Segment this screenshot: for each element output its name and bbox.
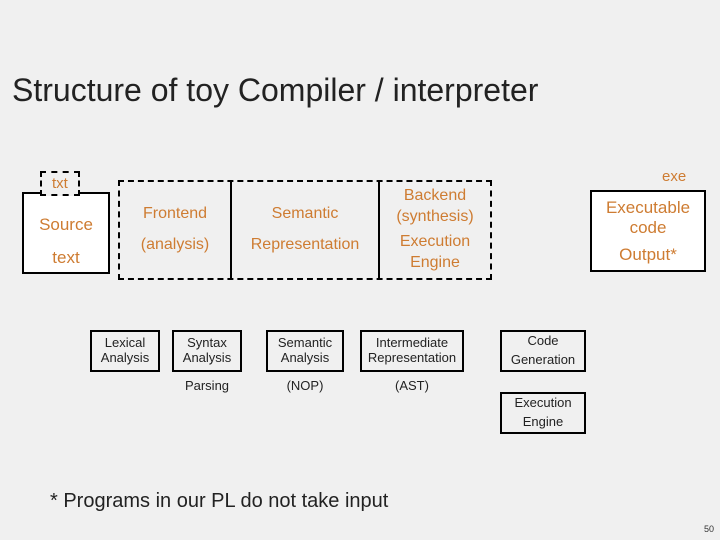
detail-syntax-l1: Syntax	[187, 336, 227, 351]
detail-ir-l2: Representation	[368, 351, 456, 366]
detail-ir-sub: (AST)	[360, 378, 464, 393]
source-line2: text	[24, 249, 108, 268]
detail-syntax: Syntax Analysis	[172, 330, 242, 372]
detail-codegen: Code Generation	[500, 330, 586, 372]
detail-ir-l1: Intermediate	[376, 336, 448, 351]
output-line2: Output*	[592, 245, 704, 265]
pipe-c3-bot: Execution Engine	[380, 232, 490, 274]
detail-lexical-l1: Lexical	[105, 336, 145, 351]
detail-exec-l2: Engine	[523, 415, 563, 430]
detail-semantic-sub: (NOP)	[266, 378, 344, 393]
pipe-c2-top: Semantic	[232, 204, 378, 225]
page-number: 50	[704, 524, 714, 534]
detail-semantic: Semantic Analysis	[266, 330, 344, 372]
exe-tag: exe	[662, 168, 686, 185]
detail-syntax-sub: Parsing	[172, 378, 242, 393]
footnote: * Programs in our PL do not take input	[50, 490, 388, 513]
output-box: Executable code Output*	[590, 190, 706, 272]
detail-semantic-l1: Semantic	[278, 336, 332, 351]
output-line1: Executable code	[592, 198, 704, 237]
pipe-c3-top: Backend (synthesis)	[380, 186, 490, 228]
pipe-c2-bot: Representation	[232, 235, 378, 256]
pipeline-container: Frontend (analysis) Semantic Representat…	[118, 180, 492, 280]
detail-codegen-l2: Generation	[511, 353, 575, 368]
slide-title: Structure of toy Compiler / interpreter	[12, 72, 538, 109]
detail-exec: Execution Engine	[500, 392, 586, 434]
detail-lexical-l2: Analysis	[101, 351, 149, 366]
detail-semantic-l2: Analysis	[281, 351, 329, 366]
source-line1: Source	[24, 216, 108, 235]
pipeline-table: Frontend (analysis) Semantic Representat…	[120, 182, 490, 278]
detail-exec-l1: Execution	[514, 396, 571, 411]
detail-codegen-l1: Code	[527, 334, 558, 349]
detail-ir: Intermediate Representation	[360, 330, 464, 372]
source-tag: txt	[40, 171, 80, 196]
pipe-c1-top: Frontend	[120, 204, 230, 225]
source-box: Source text	[22, 192, 110, 274]
detail-syntax-l2: Analysis	[183, 351, 231, 366]
detail-lexical: Lexical Analysis	[90, 330, 160, 372]
pipe-c1-bot: (analysis)	[120, 235, 230, 256]
